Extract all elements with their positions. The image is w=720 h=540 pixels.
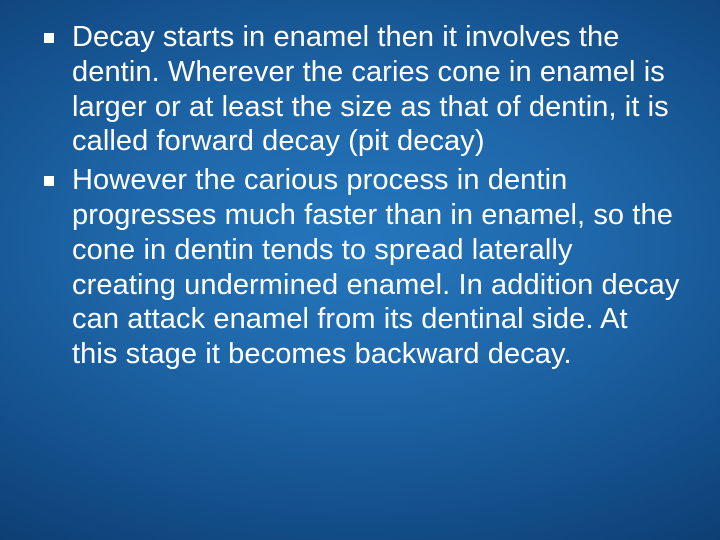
list-item: However the carious process in dentin pr… bbox=[30, 163, 680, 372]
bullet-square-icon bbox=[44, 176, 54, 186]
list-item: Decay starts in enamel then it involves … bbox=[30, 20, 680, 159]
bullet-list: Decay starts in enamel then it involves … bbox=[30, 20, 680, 372]
bullet-square-icon bbox=[44, 33, 54, 43]
bullet-text: However the carious process in dentin pr… bbox=[72, 164, 679, 370]
bullet-text: Decay starts in enamel then it involves … bbox=[72, 21, 669, 157]
slide: Decay starts in enamel then it involves … bbox=[0, 0, 720, 540]
